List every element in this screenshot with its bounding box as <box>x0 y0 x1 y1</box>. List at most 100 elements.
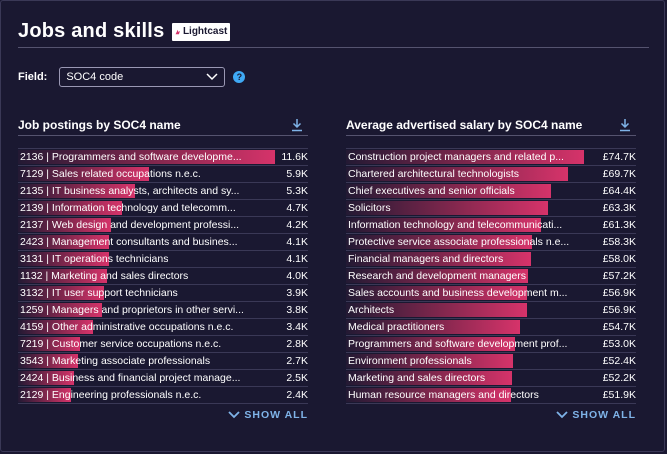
list-item[interactable]: 4159 | Other administrative occupations … <box>18 319 308 336</box>
list-item-value: 4.1K <box>286 236 308 248</box>
salary-header: Average advertised salary by SOC4 name <box>346 114 636 136</box>
list-item-value: 2.7K <box>286 355 308 367</box>
list-item-value: 11.6K <box>281 151 308 163</box>
salary-section: Average advertised salary by SOC4 name C… <box>346 114 636 421</box>
help-glyph: ? <box>236 72 243 82</box>
list-item-value: £52.2K <box>602 372 636 384</box>
value-bar <box>18 286 105 300</box>
value-bar <box>18 269 107 283</box>
list-item-label: 2135 | IT business analysts, architects … <box>20 185 240 197</box>
field-select[interactable]: SOC4 code <box>59 67 226 87</box>
list-item-label: Marketing and sales directors <box>348 372 486 384</box>
chevron-down-icon <box>206 73 218 81</box>
list-item[interactable]: Financial managers and directors £58.0K <box>346 251 636 268</box>
list-item-label: 3543 | Marketing associate professionals <box>20 355 211 367</box>
list-item[interactable]: 7219 | Customer service occupations n.e.… <box>18 336 308 353</box>
list-item-label: 1259 | Managers and proprietors in other… <box>20 304 244 316</box>
job-postings-list: 2136 | Programmers and software developm… <box>18 148 308 404</box>
field-selector-row: Field: SOC4 code ? <box>18 67 246 87</box>
list-item-value: 4.0K <box>286 270 308 282</box>
list-item[interactable]: 2136 | Programmers and software developm… <box>18 149 308 166</box>
show-all-label: SHOW ALL <box>572 409 636 421</box>
list-item-value: £56.9K <box>602 304 636 316</box>
value-bar <box>18 337 80 351</box>
list-item-value: £56.9K <box>602 287 636 299</box>
lightcast-logo: Lightcast <box>172 22 231 41</box>
list-item[interactable]: 3543 | Marketing associate professionals… <box>18 353 308 370</box>
list-item-label: 2136 | Programmers and software developm… <box>20 151 242 163</box>
list-item-label: 2137 | Web design and development profes… <box>20 219 240 231</box>
salary-title: Average advertised salary by SOC4 name <box>346 118 583 132</box>
value-bar <box>18 167 149 181</box>
list-item-value: 2.8K <box>286 338 308 350</box>
value-bar <box>18 184 136 198</box>
list-item-value: 5.3K <box>286 185 308 197</box>
list-item[interactable]: 3132 | IT user support technicians 3.9K <box>18 285 308 302</box>
list-item[interactable]: Environment professionals £52.4K <box>346 353 636 370</box>
value-bar <box>18 252 109 266</box>
list-item-label: Human resource managers and directors <box>348 389 539 401</box>
list-item-value: 2.4K <box>286 389 308 401</box>
lightcast-logo-icon <box>175 29 181 34</box>
list-item[interactable]: Construction project managers and relate… <box>346 149 636 166</box>
list-item[interactable]: Solicitors £63.3K <box>346 200 636 217</box>
value-bar <box>346 354 513 368</box>
list-item[interactable]: Protective service associate professiona… <box>346 234 636 251</box>
list-item[interactable]: 2423 | Management consultants and busine… <box>18 234 308 251</box>
list-item[interactable]: Information technology and telecommunica… <box>346 217 636 234</box>
value-bar <box>346 269 529 283</box>
logo-text: Lightcast <box>182 26 228 37</box>
value-bar <box>346 218 542 232</box>
list-item[interactable]: 1132 | Marketing and sales directors 4.0K <box>18 268 308 285</box>
list-item[interactable]: 2424 | Business and financial project ma… <box>18 370 308 387</box>
list-item-label: 1132 | Marketing and sales directors <box>20 270 189 282</box>
value-bar <box>346 388 512 402</box>
salary-list: Construction project managers and relate… <box>346 148 636 404</box>
list-item[interactable]: Programmers and software development pro… <box>346 336 636 353</box>
download-icon[interactable] <box>618 118 632 132</box>
field-label: Field: <box>18 71 48 83</box>
list-item[interactable]: 3131 | IT operations technicians 4.1K <box>18 251 308 268</box>
list-item[interactable]: Research and development managers £57.2K <box>346 268 636 285</box>
job-postings-show-all-button[interactable]: SHOW ALL <box>18 409 308 421</box>
list-item[interactable]: 1259 | Managers and proprietors in other… <box>18 302 308 319</box>
value-bar <box>346 371 513 385</box>
list-item[interactable]: 2139 | Information technology and teleco… <box>18 200 308 217</box>
value-bar <box>346 184 552 198</box>
header: Jobs and skills Lightcast <box>18 20 231 43</box>
list-item[interactable]: 2129 | Engineering professionals n.e.c. 2… <box>18 387 308 404</box>
value-bar <box>18 235 109 249</box>
field-select-value: SOC4 code <box>66 71 124 83</box>
download-icon[interactable] <box>290 118 304 132</box>
list-item[interactable]: Medical practitioners £54.7K <box>346 319 636 336</box>
list-item[interactable]: Sales accounts and business development … <box>346 285 636 302</box>
list-item-label: 2139 | Information technology and teleco… <box>20 202 236 214</box>
list-item-value: £64.4K <box>602 185 636 197</box>
chevron-down-icon <box>228 411 241 419</box>
list-item[interactable]: 7129 | Sales related occupations n.e.c. 5… <box>18 166 308 183</box>
list-item-label: 2424 | Business and financial project ma… <box>20 372 241 384</box>
list-item[interactable]: Human resource managers and directors £51… <box>346 387 636 404</box>
salary-show-all-button[interactable]: SHOW ALL <box>346 409 636 421</box>
list-item-label: 3131 | IT operations technicians <box>20 253 169 265</box>
job-postings-title: Job postings by SOC4 name <box>18 118 181 132</box>
list-item-value: 2.5K <box>286 372 308 384</box>
list-item[interactable]: Marketing and sales directors £52.2K <box>346 370 636 387</box>
list-item[interactable]: 2135 | IT business analysts, architects … <box>18 183 308 200</box>
list-item[interactable]: Architects £56.9K <box>346 302 636 319</box>
list-item-value: £57.2K <box>602 270 636 282</box>
help-icon[interactable]: ? <box>233 71 246 83</box>
value-bar <box>346 167 569 181</box>
value-bar <box>346 286 528 300</box>
list-item-value: 4.2K <box>286 219 308 231</box>
list-item-value: £52.4K <box>602 355 636 367</box>
list-item[interactable]: Chief executives and senior officials £64… <box>346 183 636 200</box>
list-item-value: 4.1K <box>286 253 308 265</box>
list-item[interactable]: 2137 | Web design and development profes… <box>18 217 308 234</box>
list-item-label: 7219 | Customer service occupations n.e.… <box>20 338 222 350</box>
list-item[interactable]: Chartered architectural technologists £69… <box>346 166 636 183</box>
list-item-label: Financial managers and directors <box>348 253 504 265</box>
list-item-label: Protective service associate professiona… <box>348 236 570 248</box>
value-bar <box>346 320 521 334</box>
list-item-value: 4.7K <box>286 202 308 214</box>
